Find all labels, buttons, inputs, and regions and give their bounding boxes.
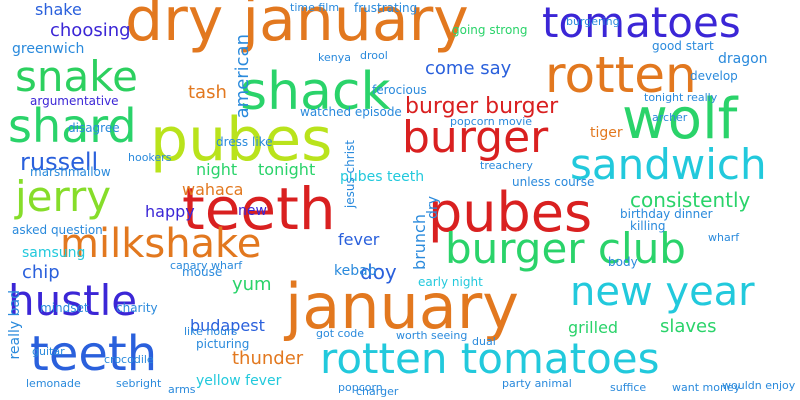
cloud-word: crocodile	[104, 353, 154, 366]
cloud-word-vertical: american	[232, 34, 253, 119]
cloud-word: teeth	[30, 326, 158, 382]
cloud-word: charity	[116, 301, 158, 315]
cloud-word: good start	[652, 39, 714, 53]
cloud-word: dual	[472, 335, 496, 348]
cloud-word: budapest	[190, 316, 265, 335]
cloud-word: pubes	[428, 181, 593, 244]
cloud-word: new year	[570, 269, 755, 315]
cloud-word: pubes teeth	[340, 169, 425, 185]
cloud-word: greenwich	[12, 41, 85, 57]
cloud-word: samsung	[22, 245, 86, 261]
cloud-word: consistently	[630, 188, 751, 212]
cloud-word: dry january	[125, 0, 469, 55]
cloud-word: wolf	[622, 87, 738, 152]
cloud-word: marshmallow	[30, 165, 111, 179]
cloud-word: picturing	[196, 337, 250, 351]
cloud-word: suffice	[610, 381, 647, 394]
cloud-word: tonight really	[644, 91, 718, 104]
cloud-word: sandwich	[570, 140, 767, 189]
cloud-word: develop	[690, 69, 738, 83]
cloud-word: choosing	[50, 20, 131, 41]
cloud-word: popcorn	[338, 381, 383, 394]
cloud-word: burger club	[445, 224, 686, 273]
cloud-word: archer	[652, 111, 688, 124]
cloud-word: jerry	[15, 172, 112, 221]
cloud-word: wahaca	[182, 180, 244, 199]
cloud-word: burger	[402, 112, 549, 163]
cloud-word: dress like	[216, 135, 273, 149]
cloud-word: happy	[145, 202, 195, 221]
cloud-word: chip	[22, 262, 60, 283]
cloud-word: pubes	[150, 105, 333, 175]
cloud-word: popcorn movie	[450, 115, 533, 128]
cloud-word: tash	[188, 82, 227, 103]
cloud-word: night	[196, 160, 238, 179]
cloud-word: ferocious	[372, 83, 427, 97]
cloud-word: unless course	[512, 175, 595, 189]
cloud-word: hustle	[8, 276, 138, 325]
cloud-word: shake	[35, 0, 82, 19]
cloud-word-vertical: dry	[425, 196, 441, 219]
cloud-word: got code	[316, 327, 365, 340]
cloud-word: burgering	[566, 15, 620, 28]
cloud-word: kebab	[334, 263, 377, 279]
cloud-word: shack	[240, 62, 391, 122]
cloud-word: lemonade	[26, 377, 81, 390]
cloud-word: tiger	[590, 125, 623, 141]
cloud-word: dragon	[718, 51, 768, 67]
cloud-word: wharf	[708, 231, 740, 244]
cloud-word: doy	[360, 260, 397, 284]
cloud-word: slaves	[660, 316, 717, 337]
cloud-word: tonight	[258, 160, 316, 179]
cloud-word: hookers	[128, 151, 172, 164]
cloud-word-vertical: brunch	[410, 214, 429, 270]
cloud-word: killing	[630, 219, 666, 233]
cloud-word: arms	[168, 383, 196, 396]
cloud-word: treachery	[480, 159, 533, 172]
cloud-word: new	[238, 203, 267, 219]
cloud-word: asked question	[12, 223, 103, 237]
cloud-word: argumentative	[30, 94, 119, 108]
cloud-word: like hours	[184, 325, 238, 338]
cloud-word: time film	[290, 1, 340, 14]
cloud-word: milkshake	[60, 221, 262, 267]
cloud-word: frustrating	[354, 1, 418, 15]
cloud-word: watched episode	[300, 105, 402, 119]
cloud-word: canary wharf	[170, 259, 243, 272]
cloud-word: come say	[425, 58, 512, 79]
cloud-word: sebright	[116, 377, 162, 390]
cloud-word: kenya	[318, 51, 351, 64]
cloud-word: tomatoes	[542, 0, 741, 47]
cloud-word: burger burger	[405, 94, 559, 119]
cloud-word: going strong	[452, 23, 528, 37]
cloud-word-vertical: really bad	[7, 290, 23, 360]
cloud-word-vertical: jesus christ	[343, 140, 357, 209]
cloud-word: wouldn enjoy	[722, 379, 796, 392]
cloud-word: russell	[20, 148, 99, 176]
cloud-word: rotten	[545, 46, 697, 104]
cloud-word: yum	[232, 274, 272, 295]
cloud-word: charger	[356, 385, 399, 398]
cloud-word: want money	[672, 381, 741, 394]
cloud-word: rotten tomatoes	[320, 334, 660, 383]
cloud-word: worth seeing	[396, 329, 468, 342]
cloud-word: mindset	[40, 301, 89, 315]
cloud-word: body	[608, 255, 638, 269]
cloud-word: grilled	[568, 318, 619, 337]
cloud-word: teeth	[182, 175, 336, 243]
cloud-word: party animal	[502, 377, 572, 390]
cloud-word: fever	[338, 230, 380, 249]
cloud-word: guitar	[32, 345, 65, 358]
cloud-word: birthday dinner	[620, 207, 713, 221]
cloud-word: mouse	[182, 265, 223, 279]
cloud-word: january	[285, 270, 519, 343]
cloud-word: disagree	[68, 121, 120, 135]
cloud-word: drool	[360, 49, 388, 62]
cloud-word: early night	[418, 275, 483, 289]
cloud-word: yellow fever	[196, 373, 282, 389]
cloud-word: shard	[8, 99, 137, 153]
cloud-word: snake	[15, 52, 138, 101]
cloud-word: thunder	[232, 348, 304, 369]
